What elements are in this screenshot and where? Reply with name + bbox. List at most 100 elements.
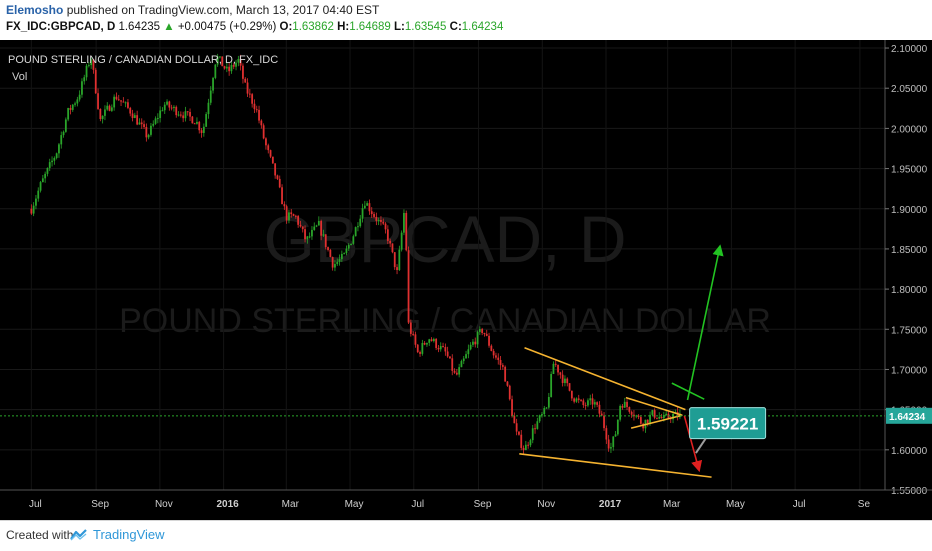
time-tick-label: Nov — [155, 499, 173, 510]
price-tick-label: 1.70000 — [891, 365, 928, 376]
candle-body — [189, 112, 191, 117]
candle-body — [60, 135, 63, 145]
candle-body — [359, 218, 362, 227]
price-tick-label: 1.90000 — [891, 205, 928, 216]
candle-body — [170, 107, 173, 109]
candle-body — [106, 105, 109, 110]
candle-body — [587, 400, 589, 406]
candle-body — [504, 366, 507, 382]
candle-body — [209, 90, 212, 103]
chart-area[interactable]: GBPCAD, D POUND STERLING / CANADIAN DOLL… — [0, 40, 932, 520]
bearish-arrow[interactable] — [683, 415, 703, 473]
candle-body — [543, 408, 546, 415]
candle-body — [237, 58, 240, 63]
candle-body — [577, 398, 580, 400]
candle-body — [124, 102, 127, 104]
candle-body — [515, 423, 518, 432]
price-tick-label: 1.55000 — [891, 486, 928, 497]
candle-body — [35, 198, 37, 206]
price-chart[interactable]: GBPCAD, D POUND STERLING / CANADIAN DOLL… — [0, 40, 932, 520]
candle-body — [568, 383, 571, 391]
candle-body — [267, 145, 270, 151]
candle-body — [340, 253, 343, 260]
candle-body — [235, 62, 237, 67]
candle-body — [462, 358, 465, 362]
candle-body — [110, 107, 113, 111]
candle-body — [421, 343, 424, 354]
drawings[interactable] — [0, 244, 885, 478]
time-tick-label: Mar — [663, 499, 681, 510]
price-axis[interactable]: 2.10000 2.05000 2.00000 1.95000 1.90000 1.850… — [884, 40, 932, 520]
candle-body — [182, 115, 185, 119]
author-link[interactable]: Elemosho — [6, 3, 64, 17]
candle-body — [541, 414, 543, 416]
candle-body — [258, 109, 260, 121]
candle-body — [405, 212, 408, 251]
candle-body — [161, 110, 164, 112]
candle-body — [152, 123, 155, 126]
candle-body — [547, 396, 550, 408]
candle-body — [414, 334, 417, 345]
candle-body — [467, 349, 470, 355]
candle-body — [313, 226, 316, 230]
time-axis[interactable]: Jul Sep Nov 2016 Mar May Jul Sep Nov 2017 Mar May Ju… — [0, 489, 932, 510]
time-tick-label: Sep — [474, 499, 492, 510]
candle-body — [133, 115, 136, 119]
candle-series[interactable] — [30, 53, 681, 455]
candle-body — [630, 411, 633, 415]
candle-body — [499, 360, 502, 366]
candle-body — [285, 206, 288, 221]
trendline-upper[interactable] — [524, 347, 686, 411]
candle-body — [474, 341, 477, 345]
candle-body — [554, 363, 557, 365]
bullish-arrow[interactable] — [686, 244, 724, 401]
time-tick-label: May — [726, 499, 745, 510]
candle-body — [37, 190, 40, 199]
candle-body — [430, 339, 433, 342]
breakout-mark-line[interactable] — [671, 382, 705, 400]
candle-body — [262, 125, 265, 139]
candle-body — [449, 356, 451, 359]
candle-body — [276, 175, 279, 179]
candle-body — [30, 208, 33, 214]
price-tick-label: 2.10000 — [891, 44, 928, 55]
candle-body — [255, 109, 258, 111]
volume-indicator-label[interactable]: Vol — [12, 71, 27, 83]
footer: Created with TradingView — [0, 520, 932, 551]
candle-body — [62, 131, 65, 136]
price-callout[interactable]: 1.59221 — [689, 407, 767, 454]
candle-body — [653, 410, 656, 418]
candle-body — [320, 220, 323, 236]
candle-body — [179, 114, 182, 116]
candle-body — [76, 99, 79, 104]
trendline-inner-lower[interactable] — [630, 414, 683, 429]
candle-body — [559, 372, 562, 375]
candle-body — [573, 398, 576, 402]
candle-body — [665, 413, 668, 416]
candle-body — [437, 347, 440, 350]
tradingview-brand-link[interactable]: TradingView — [93, 527, 165, 542]
time-tick-label: Se — [858, 499, 871, 510]
candle-body — [529, 440, 532, 446]
candle-body — [331, 257, 334, 268]
created-with-text: Created with — [6, 528, 74, 542]
candle-body — [580, 399, 582, 401]
candle-body — [662, 415, 665, 419]
candle-body — [336, 261, 339, 265]
candle-body — [610, 447, 612, 449]
candle-body — [538, 415, 541, 422]
publish-info: Elemosho published on TradingView.com, M… — [6, 3, 379, 17]
candle-body — [297, 216, 300, 225]
candle-body — [649, 414, 651, 423]
candle-body — [74, 103, 76, 105]
candle-body — [407, 250, 410, 323]
candle-body — [550, 373, 553, 397]
candle-body — [239, 58, 242, 66]
trendline-lower[interactable] — [519, 453, 712, 478]
candle-body — [329, 249, 332, 258]
trendline-inner-upper[interactable] — [625, 396, 683, 417]
high-value: 1.64689 — [349, 21, 391, 33]
tradingview-logo-icon[interactable] — [70, 528, 88, 542]
candle-body — [168, 101, 171, 108]
candle-body — [225, 66, 228, 69]
